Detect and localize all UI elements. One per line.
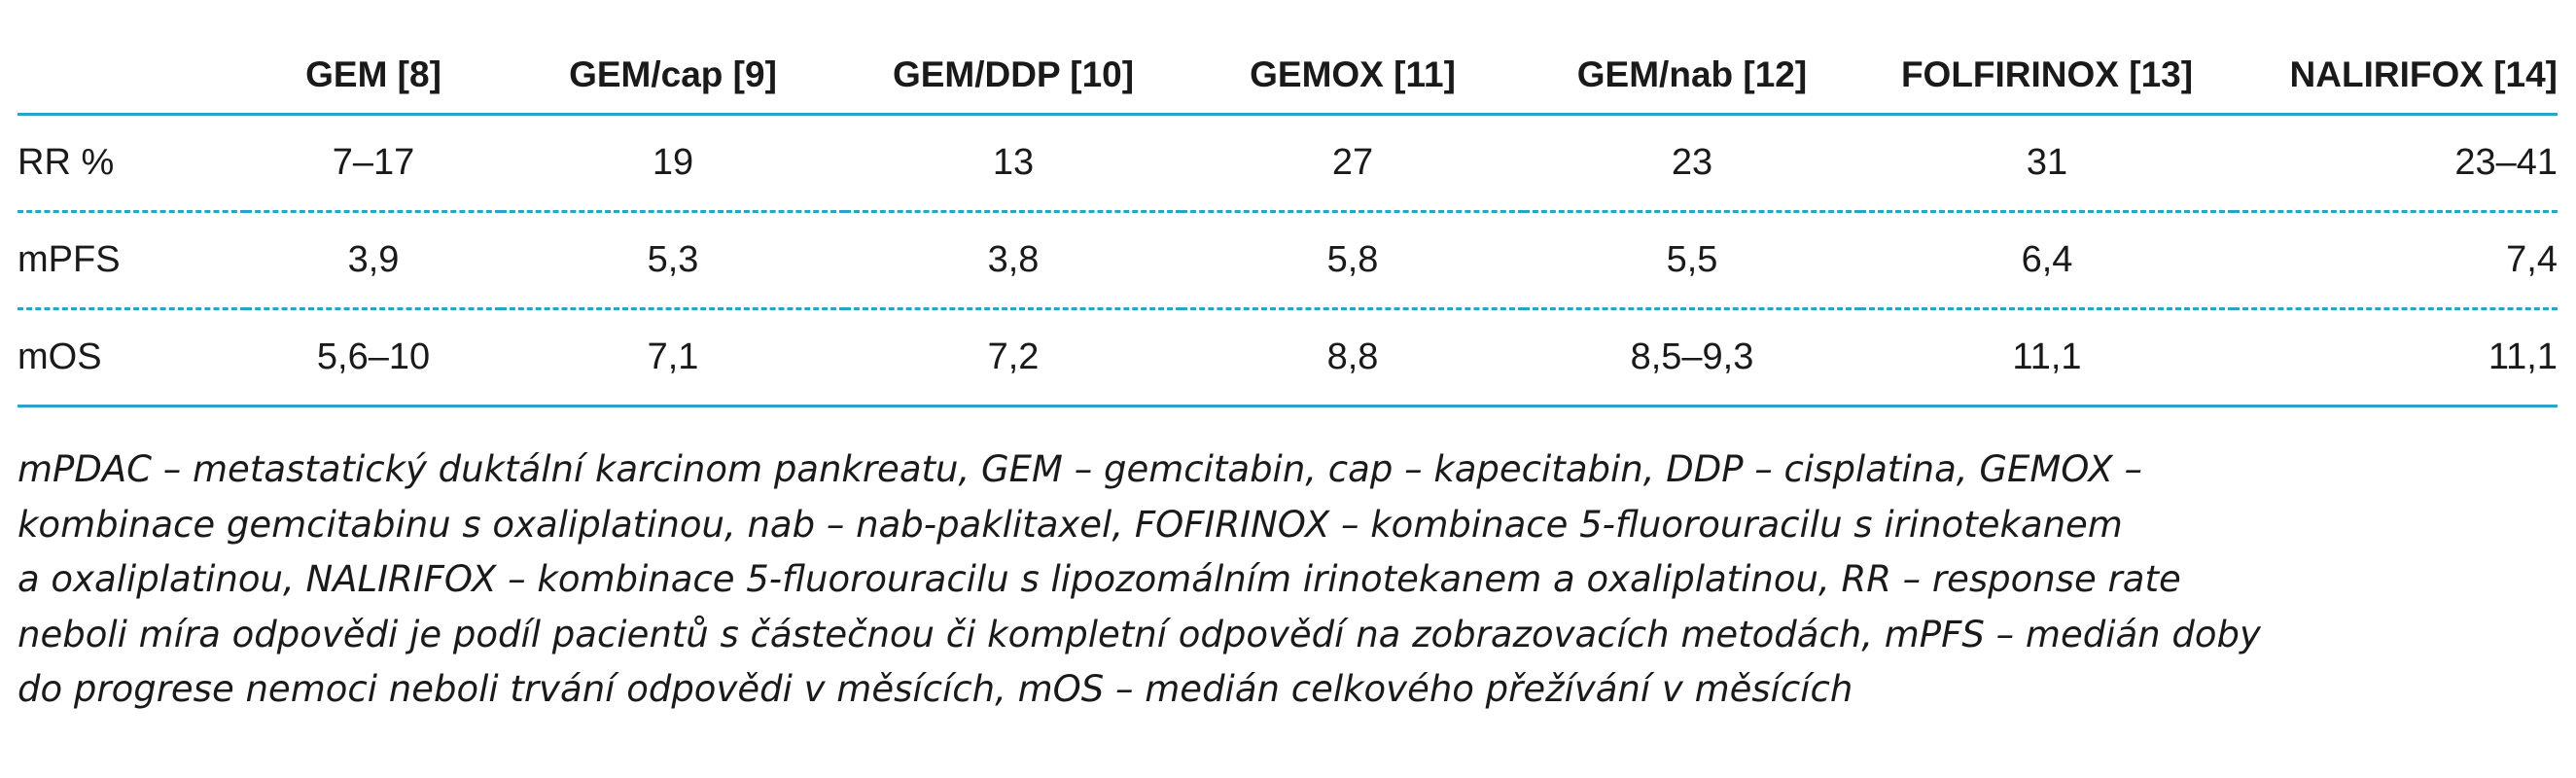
table-cell: 7,4 xyxy=(2234,211,2558,310)
table-cell: 23–41 xyxy=(2234,114,2558,213)
table-cell: 13 xyxy=(845,114,1182,213)
table-cell: 8,8 xyxy=(1182,308,1524,407)
table-cell: 7,1 xyxy=(501,308,845,407)
table-cell: 7,2 xyxy=(845,308,1182,407)
footnote-line: a oxaliplatinou, NALIRIFOX – kombinace 5… xyxy=(18,558,2181,600)
table-cell: 27 xyxy=(1182,114,1524,213)
regimen-comparison-table: GEM [8] GEM/cap [9] GEM/DDP [10] GEMOX [… xyxy=(18,37,2558,407)
table-cell: 7–17 xyxy=(246,114,501,213)
table-row-mpfs: mPFS 3,9 5,3 3,8 5,8 5,5 6,4 7,4 xyxy=(18,211,2558,310)
table-cell: 5,8 xyxy=(1182,211,1524,310)
footnote-line: neboli míra odpovědi je podíl pacientů s… xyxy=(18,613,2261,655)
table-cell: 3,8 xyxy=(845,211,1182,310)
row-label-rr: RR % xyxy=(18,114,246,213)
footnote-line: mPDAC – metastatický duktální karcinom p… xyxy=(18,448,2143,490)
header-cell-empty xyxy=(18,37,246,116)
regimen-comparison-table-wrapper: GEM [8] GEM/cap [9] GEM/DDP [10] GEMOX [… xyxy=(18,37,2558,407)
table-cell: 5,3 xyxy=(501,211,845,310)
footnote-line: do progrese nemoci neboli trvání odpověd… xyxy=(18,668,1853,710)
header-cell-gem-cap: GEM/cap [9] xyxy=(501,37,845,116)
table-row-rr: RR % 7–17 19 13 27 23 31 23–41 xyxy=(18,114,2558,213)
table-cell: 5,5 xyxy=(1524,211,1860,310)
table-cell: 19 xyxy=(501,114,845,213)
table-footnote: mPDAC – metastatický duktální karcinom p… xyxy=(18,442,2558,718)
header-cell-nalirifox: NALIRIFOX [14] xyxy=(2234,37,2558,116)
header-cell-gemox: GEMOX [11] xyxy=(1182,37,1524,116)
table-cell: 23 xyxy=(1524,114,1860,213)
table-row-mos: mOS 5,6–10 7,1 7,2 8,8 8,5–9,3 11,1 11,1 xyxy=(18,308,2558,407)
table-cell: 11,1 xyxy=(1860,308,2234,407)
table-cell: 6,4 xyxy=(1860,211,2234,310)
table-cell: 5,6–10 xyxy=(246,308,501,407)
table-body: RR % 7–17 19 13 27 23 31 23–41 mPFS 3,9 … xyxy=(18,114,2558,407)
table-header: GEM [8] GEM/cap [9] GEM/DDP [10] GEMOX [… xyxy=(18,37,2558,116)
footnote-line: kombinace gemcitabinu s oxaliplatinou, n… xyxy=(18,503,2123,546)
table-cell: 31 xyxy=(1860,114,2234,213)
row-label-mpfs: mPFS xyxy=(18,211,246,310)
table-cell: 11,1 xyxy=(2234,308,2558,407)
header-cell-folfirinox: FOLFIRINOX [13] xyxy=(1860,37,2234,116)
row-label-mos: mOS xyxy=(18,308,246,407)
header-cell-gem-nab: GEM/nab [12] xyxy=(1524,37,1860,116)
table-cell: 3,9 xyxy=(246,211,501,310)
header-row: GEM [8] GEM/cap [9] GEM/DDP [10] GEMOX [… xyxy=(18,37,2558,116)
table-cell: 8,5–9,3 xyxy=(1524,308,1860,407)
header-cell-gem: GEM [8] xyxy=(246,37,501,116)
header-cell-gem-ddp: GEM/DDP [10] xyxy=(845,37,1182,116)
